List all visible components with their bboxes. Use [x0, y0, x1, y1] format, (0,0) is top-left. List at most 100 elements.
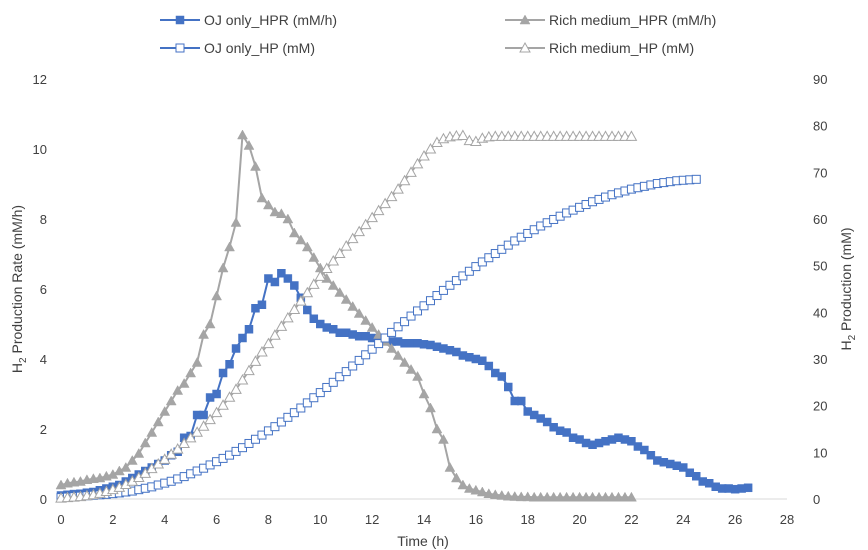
data-point	[231, 344, 241, 353]
data-point	[424, 142, 437, 154]
left-y-tick-label: 10	[33, 142, 47, 157]
right-y-tick-label: 80	[813, 119, 827, 134]
data-point	[199, 410, 208, 420]
data-point	[165, 395, 177, 406]
legend-item: Rich medium_HP (mM)	[505, 40, 694, 56]
x-tick-label: 14	[417, 512, 431, 527]
data-point	[392, 349, 404, 360]
data-point	[269, 206, 281, 217]
data-point	[211, 290, 222, 301]
x-tick-label: 10	[313, 512, 327, 527]
left-y-tick-label: 2	[40, 422, 47, 437]
data-point	[489, 489, 501, 500]
x-tick-label: 12	[365, 512, 379, 527]
data-point	[288, 227, 300, 238]
data-point	[471, 262, 481, 272]
data-point	[398, 174, 411, 186]
data-point	[191, 356, 203, 367]
data-point	[262, 337, 275, 349]
data-point	[184, 431, 197, 443]
left-y-tick-label: 6	[40, 282, 47, 297]
x-tick-label: 16	[469, 512, 483, 527]
data-point	[270, 422, 280, 432]
data-point	[296, 403, 306, 413]
data-point	[309, 314, 319, 323]
data-point	[249, 355, 262, 366]
data-point	[238, 333, 247, 343]
left-y-tick-label: 0	[40, 492, 47, 507]
series-2	[55, 129, 637, 502]
data-point	[204, 413, 216, 425]
data-point	[256, 345, 268, 357]
data-point	[282, 213, 294, 224]
data-point	[178, 377, 190, 388]
legend-marker	[519, 41, 531, 53]
data-point	[522, 491, 534, 502]
data-point	[126, 454, 138, 465]
data-point	[322, 382, 332, 392]
data-point	[400, 317, 410, 327]
data-point	[197, 420, 210, 431]
data-point	[346, 232, 359, 244]
data-point	[294, 295, 307, 306]
data-point	[405, 363, 417, 374]
right-y-tick-label: 70	[813, 165, 827, 180]
x-tick-label: 22	[624, 512, 638, 527]
x-tick-label: 2	[109, 512, 116, 527]
data-point	[191, 426, 203, 437]
legend-label: Rich medium_HP (mM)	[549, 40, 694, 56]
right-y-tick-label: 50	[813, 259, 827, 274]
legend-marker	[175, 43, 185, 53]
left-y-tick-label: 8	[40, 212, 47, 227]
right-y-tick-label: 90	[813, 72, 827, 87]
data-point	[302, 398, 312, 408]
data-point	[406, 311, 416, 321]
data-point	[237, 129, 248, 140]
data-point	[275, 208, 287, 218]
data-point	[283, 412, 293, 422]
data-point	[328, 377, 338, 387]
x-tick-label: 0	[57, 512, 64, 527]
data-point	[348, 361, 358, 371]
data-point	[230, 383, 242, 394]
legend-label: OJ only_HP (mM)	[204, 40, 315, 56]
legend-item: OJ only_HP (mM)	[160, 40, 315, 56]
data-point	[360, 314, 372, 325]
data-point	[425, 402, 436, 413]
data-point	[301, 286, 314, 298]
right-y-tick-label: 0	[813, 492, 820, 507]
x-tick-label: 8	[265, 512, 272, 527]
data-point	[139, 437, 151, 448]
series-layer	[55, 129, 753, 503]
legend: OJ only_HPR (mM/h) Rich medium_HPR (mM/h)…	[160, 12, 716, 56]
data-point	[333, 247, 346, 259]
data-point	[307, 278, 320, 289]
data-point	[133, 447, 145, 458]
data-point	[502, 490, 514, 501]
data-point	[335, 372, 345, 382]
legend-marker	[175, 15, 185, 25]
data-point	[283, 274, 293, 283]
x-tick-label: 28	[780, 512, 794, 527]
data-point	[276, 417, 286, 427]
data-point	[236, 373, 249, 385]
data-point	[411, 157, 424, 169]
data-point	[399, 356, 410, 367]
data-point	[418, 388, 430, 399]
data-point	[431, 423, 443, 434]
data-point	[172, 384, 184, 395]
data-point	[327, 254, 340, 266]
data-point	[385, 190, 398, 202]
data-point	[478, 356, 487, 365]
data-point	[340, 240, 353, 251]
left-y-tick-label: 12	[33, 72, 47, 87]
data-point	[341, 367, 351, 377]
x-tick-label: 6	[213, 512, 220, 527]
data-point	[476, 486, 488, 497]
data-point	[483, 488, 495, 498]
data-point	[353, 225, 366, 237]
data-point	[275, 320, 288, 331]
data-point	[516, 396, 526, 406]
data-point	[470, 484, 482, 495]
data-point	[413, 306, 423, 316]
